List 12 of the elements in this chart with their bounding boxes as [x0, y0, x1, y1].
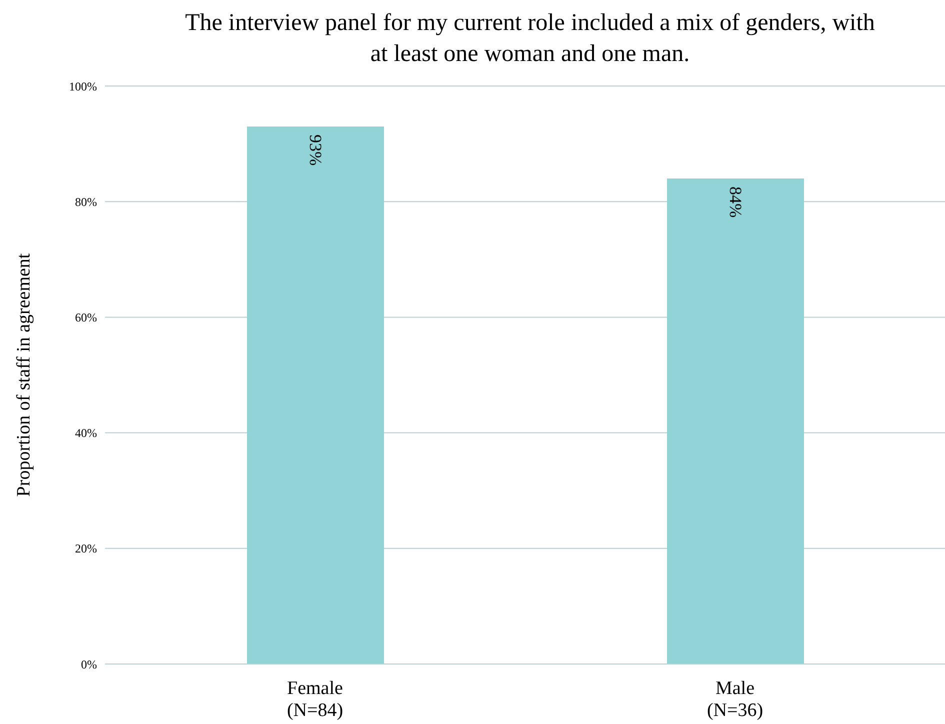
- y-tick-label: 100%: [69, 79, 97, 94]
- y-tick-label: 0%: [81, 657, 97, 672]
- x-tick-label: Female (N=84): [286, 678, 344, 721]
- y-axis-title: Proportion of staff in agreement: [14, 252, 35, 497]
- chart-title: The interview panel for my current role included a mix of genders, with at least one woman and one man.: [184, 9, 876, 69]
- x-tick-label: Male (N=36): [706, 678, 764, 721]
- y-tick-label: 40%: [75, 426, 97, 440]
- y-tick-label: 20%: [75, 542, 97, 556]
- data-label: 84%: [726, 186, 745, 218]
- y-tick-label: 60%: [75, 310, 97, 324]
- y-tick-label: 80%: [75, 194, 97, 209]
- data-label: 93%: [306, 134, 325, 166]
